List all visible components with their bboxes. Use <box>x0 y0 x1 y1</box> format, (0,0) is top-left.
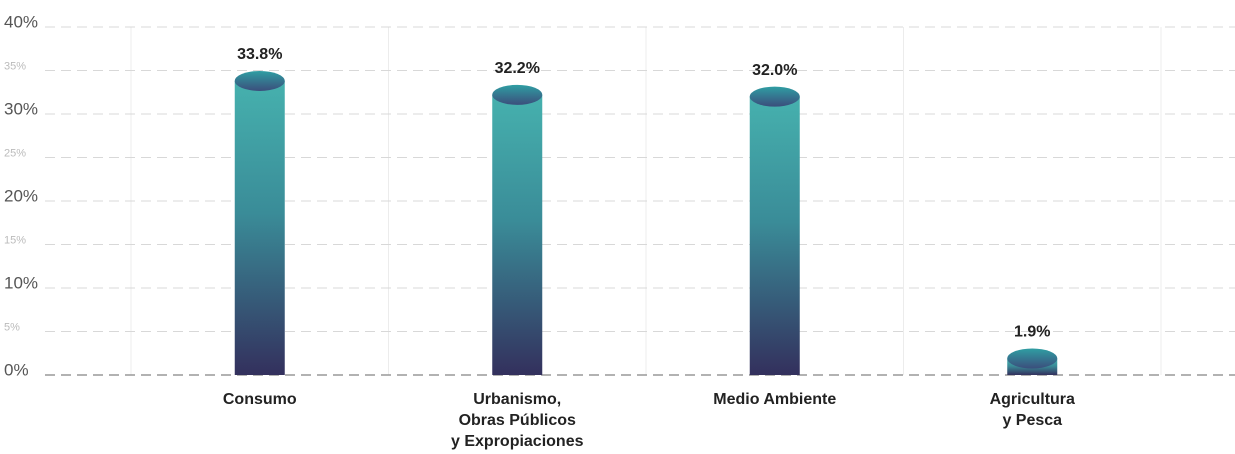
bar-group <box>749 86 800 375</box>
bar <box>492 94 543 376</box>
y-tick-label: 40% <box>4 12 38 31</box>
bar-cap <box>234 70 285 91</box>
bar-cap <box>749 86 800 107</box>
bar-group <box>234 70 285 375</box>
x-tick-label: Urbanismo, Obras Públicos y Expropiaciones <box>451 391 584 450</box>
bar-group <box>1007 348 1058 375</box>
y-tick-label: 10% <box>4 273 38 292</box>
bar-group <box>492 84 543 376</box>
y-tick-label: 15% <box>4 234 26 246</box>
y-tick-label: 30% <box>4 99 38 118</box>
x-tick-label: Agricultura y Pesca <box>990 391 1075 429</box>
y-tick-label: 0% <box>4 360 29 379</box>
bar <box>234 80 285 375</box>
y-tick-label: 5% <box>4 321 20 333</box>
x-tick-label: Medio Ambiente <box>713 391 836 408</box>
value-label: 33.8% <box>237 46 282 63</box>
bar <box>749 96 800 375</box>
bar-cap <box>492 84 543 105</box>
y-tick-label: 35% <box>4 60 26 72</box>
value-label: 32.0% <box>752 62 797 79</box>
y-tick-label: 20% <box>4 186 38 205</box>
value-label: 32.2% <box>495 60 540 77</box>
y-tick-label: 25% <box>4 147 26 159</box>
value-label: 1.9% <box>1014 324 1050 341</box>
x-tick-label: Consumo <box>223 391 297 408</box>
bar-cap <box>1007 348 1058 369</box>
